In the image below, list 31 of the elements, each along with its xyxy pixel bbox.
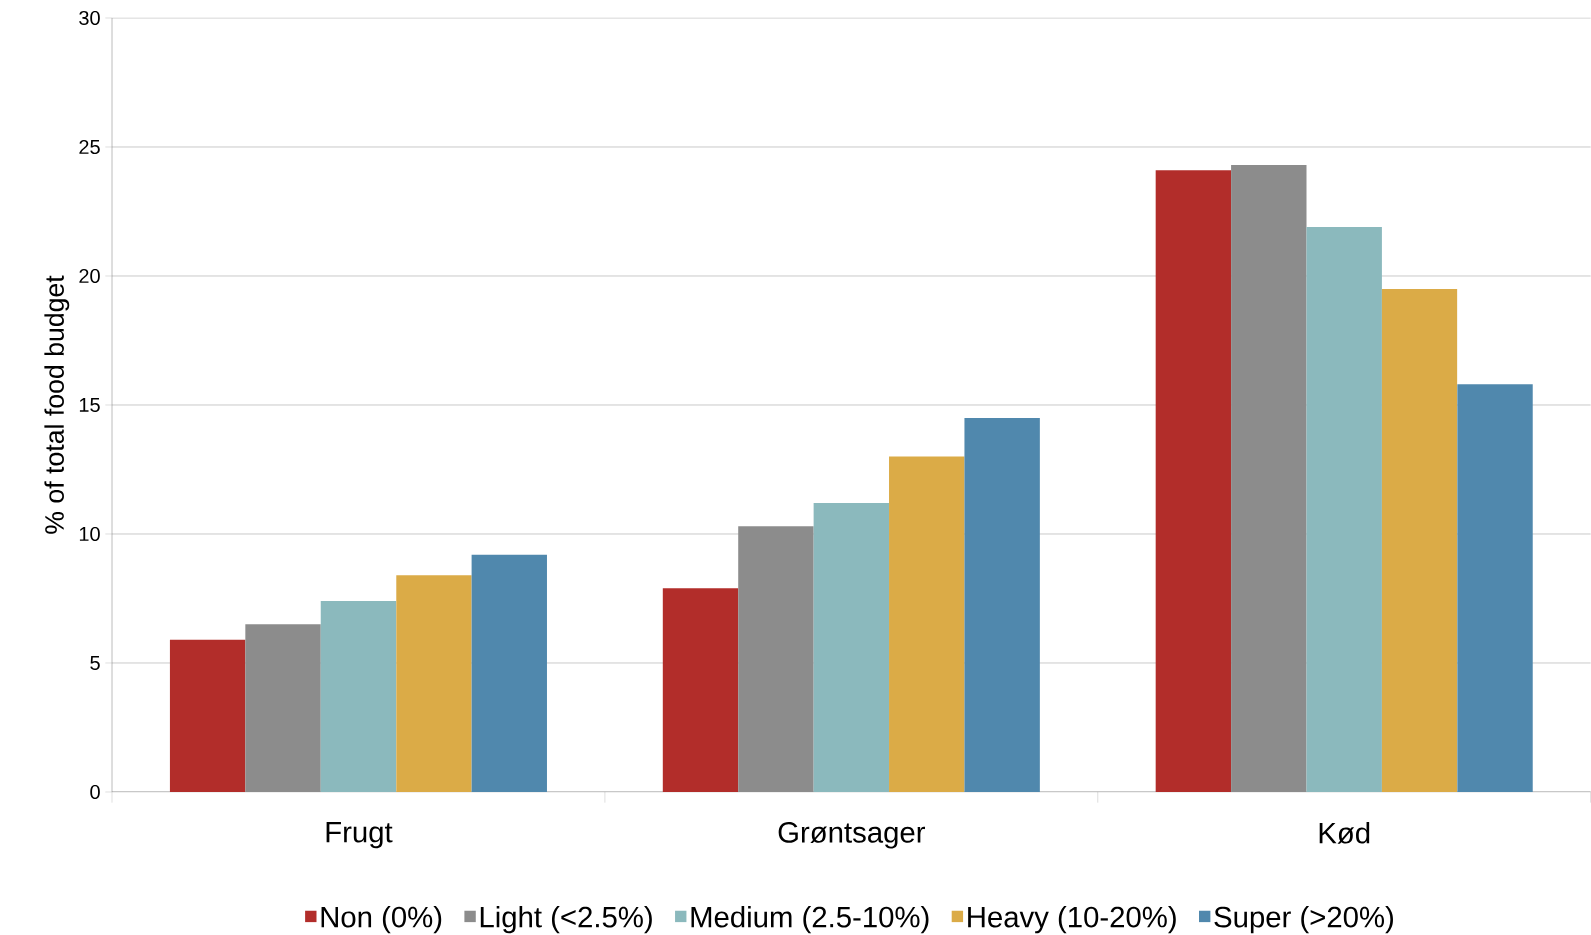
y-tick-label: 5	[90, 656, 100, 671]
bar	[396, 575, 472, 793]
legend-label: Heavy (10-20%)	[968, 906, 1176, 934]
bar	[662, 588, 739, 793]
legend-label: Light (<2.5%)	[480, 906, 652, 934]
y-tick-label: 20	[79, 269, 100, 284]
bar	[1306, 227, 1382, 793]
bar	[889, 456, 965, 793]
bar	[1155, 170, 1232, 793]
y-tick-label: 15	[79, 398, 100, 413]
bar	[169, 640, 246, 793]
bar	[320, 601, 397, 793]
y-axis-title: % of total food budget	[44, 275, 70, 535]
legend-label: Super (>20%)	[1214, 906, 1393, 934]
y-tick-label: 10	[79, 527, 100, 542]
y-tick-label: 0	[90, 785, 100, 800]
legend-label: Medium (2.5-10%)	[691, 906, 929, 934]
bar	[738, 526, 814, 793]
bar	[245, 624, 321, 793]
y-tick-label: 25	[79, 140, 100, 155]
x-tick-label: Grøntsager	[778, 822, 926, 849]
bar	[1457, 384, 1533, 793]
bar	[471, 554, 547, 793]
bar	[1231, 165, 1307, 793]
legend-label: Non (0%)	[321, 906, 442, 934]
bar	[964, 418, 1040, 793]
y-tick-label: 30	[79, 11, 100, 26]
x-tick-label: Kød	[1319, 822, 1370, 845]
bar	[813, 503, 890, 793]
bar	[1381, 289, 1458, 793]
x-tick-label: Frugt	[326, 822, 393, 849]
